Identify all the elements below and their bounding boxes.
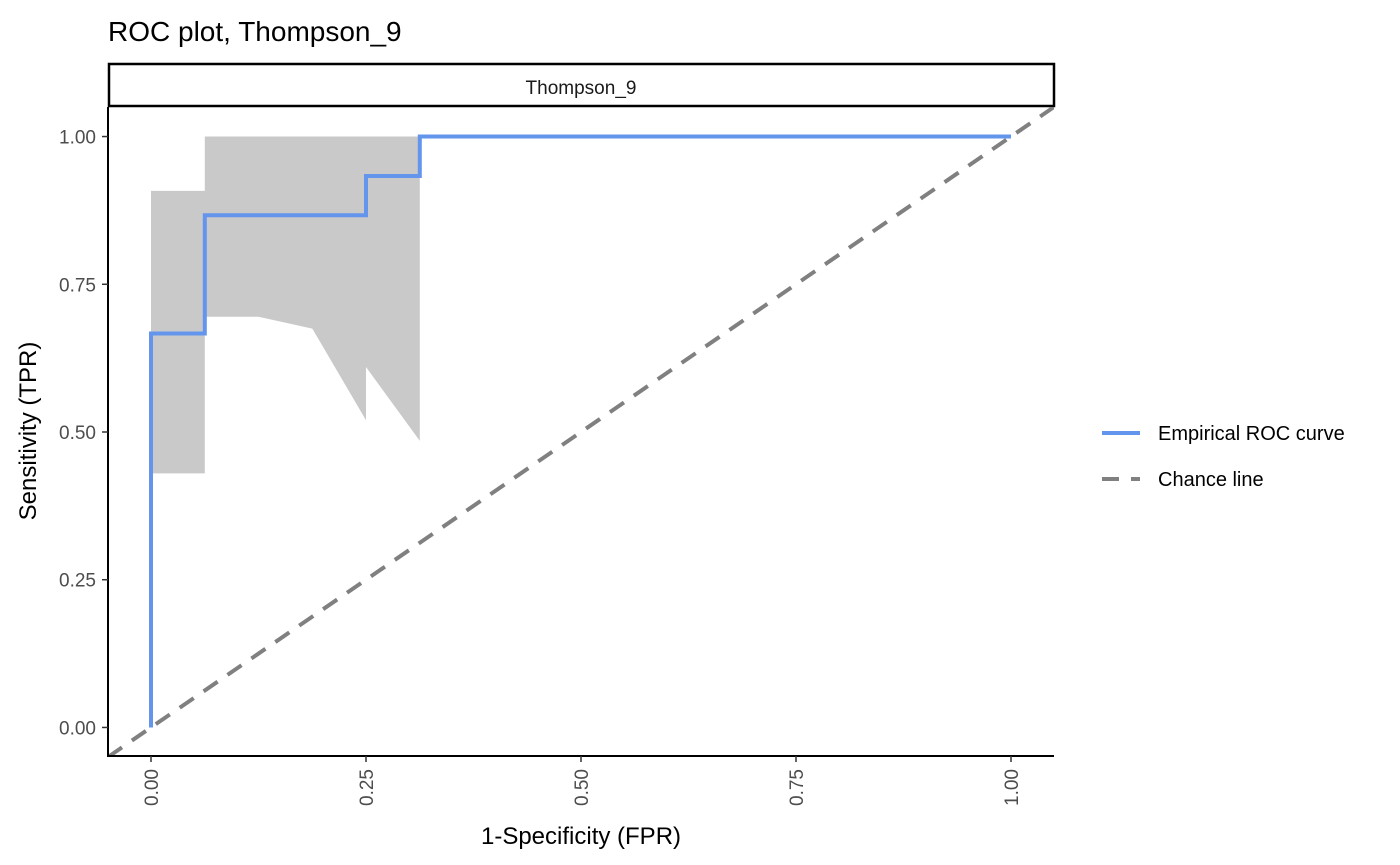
facet-strip-box (107, 62, 1056, 108)
x-tick-label: 0.50 (572, 769, 593, 806)
plot-panel (108, 107, 1054, 757)
facet-strip-label: Thompson_9 (526, 78, 637, 99)
y-tick-label: 0.75 (59, 275, 96, 296)
x-tick-label: 0.25 (357, 769, 378, 806)
legend-label: Empirical ROC curve (1158, 423, 1345, 445)
x-tick-label: 0.75 (787, 769, 808, 806)
legend-item: Empirical ROC curve (1102, 423, 1345, 445)
x-tick-label: 1.00 (1002, 769, 1023, 806)
roc-curve-line (149, 134, 1011, 728)
confidence-band (151, 136, 420, 474)
axis-ticks: 0.00 0.25 0.50 0.75 1.00 0.00 0.25 0.50 0.75 1.00 (59, 128, 1023, 806)
y-tick-label: 1.00 (59, 128, 96, 149)
y-tick-label: 0.25 (59, 571, 96, 592)
y-tick-label: 0.00 (59, 718, 96, 739)
legend: Empirical ROC curve Chance line (1102, 423, 1345, 491)
legend-item: Chance line (1102, 469, 1264, 491)
chart-title: ROC plot, Thompson_9 (108, 16, 402, 47)
y-axis-title: Sensitivity (TPR) (15, 342, 42, 521)
y-tick-label: 0.50 (59, 423, 96, 444)
x-axis-title: 1-Specificity (FPR) (481, 823, 681, 850)
x-tick-label: 0.00 (142, 769, 163, 806)
facet-strip: Thompson_9 (107, 62, 1056, 108)
legend-label: Chance line (1158, 469, 1264, 491)
